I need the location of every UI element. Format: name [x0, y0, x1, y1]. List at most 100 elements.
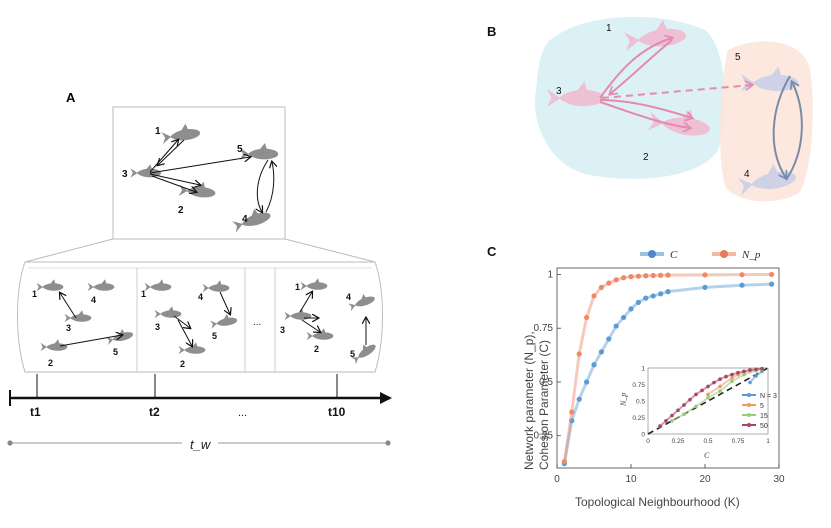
inset-series-3-point-7 [700, 388, 704, 393]
legend-c-text: C [670, 249, 678, 261]
legend-np-text: N_p [741, 249, 761, 261]
inset-diagonal [647, 367, 769, 435]
ylabel-line1: Network parameter (N_p), [522, 331, 536, 470]
panel-b-blue-edges [772, 75, 803, 181]
series-1-point-14 [665, 272, 671, 278]
series-0-point-8 [621, 314, 627, 321]
series-1-point-11 [643, 273, 649, 279]
series-1-point-8 [621, 275, 627, 281]
inset-y-tick-3: 0.75 [632, 382, 645, 389]
series-1-point-5 [598, 284, 605, 290]
frame10-label-4: 4 [346, 292, 351, 302]
top-network-edges [149, 140, 274, 212]
series-1-point-9 [628, 274, 634, 280]
inset-legend-n15-dot [747, 413, 751, 417]
top-fish-label-5: 5 [237, 144, 243, 155]
frame1-label-4: 4 [91, 295, 96, 305]
top-fish-label-4: 4 [242, 214, 248, 225]
panel-a-label: A [66, 90, 76, 105]
inset-x-tick-3: 0.75 [732, 438, 745, 445]
inset-series-3-point-5 [688, 397, 692, 402]
frame10-label-2: 2 [314, 344, 319, 354]
series-0-point-9 [628, 306, 634, 312]
inset-y-tick-1: 0.25 [632, 415, 645, 422]
inset-series-3-point-12 [730, 372, 734, 377]
inset-x-tick-2: 0.5 [703, 438, 712, 445]
inset-series-1-point-0 [706, 392, 710, 397]
main-ticks: 0 10 20 300.250.50.751 [534, 269, 785, 485]
series-line-1 [562, 272, 772, 462]
frame1-label-3: 3 [66, 323, 71, 333]
inset-xlabel: C [704, 451, 710, 460]
series-line-0 [562, 282, 772, 464]
series-0-point-15 [702, 284, 708, 290]
frame-2-edges [173, 291, 230, 346]
inset-legend-n50-dot [747, 423, 751, 427]
series-0-point-4 [591, 362, 597, 368]
zoom-lines [24, 238, 376, 263]
inset-legend: N = 3 5 15 50 [742, 393, 777, 430]
main-plot-frame [556, 267, 780, 469]
inset-ylabel: N_p [619, 393, 628, 407]
b-label-4: 4 [744, 169, 750, 180]
timeline-label-t2: t2 [149, 405, 160, 419]
inset-series-3-point-1 [664, 419, 668, 423]
window-end-dot [385, 440, 391, 446]
timeline-label-t10: t10 [328, 405, 346, 419]
series-1-point-15 [702, 272, 708, 278]
series-0-point-7 [613, 323, 619, 329]
frame2-label-4: 4 [198, 292, 203, 302]
series-0-point-14 [665, 289, 671, 295]
frame2-label-1: 1 [141, 289, 146, 299]
inset-series-3-point-15 [748, 368, 752, 372]
xlabel: Topological Neighbourhood (K) [575, 495, 740, 509]
window-label-bg [182, 433, 218, 453]
series-0-point-17 [769, 281, 775, 287]
inset-series-3-point-9 [712, 380, 716, 385]
series-0-point-3 [584, 379, 590, 385]
y-tick-label-3: 1 [547, 269, 553, 280]
frame-10-edges [299, 292, 366, 345]
top-fish-label-1: 1 [155, 126, 161, 137]
b-label-1: 1 [606, 23, 612, 34]
inset-legend-n3-dot [747, 393, 751, 397]
inset-legend-n50: 50 [760, 423, 768, 430]
frame1-label-2: 2 [48, 358, 53, 368]
inset-series-3-point-0 [658, 424, 662, 428]
series-1-point-7 [613, 277, 619, 283]
inset-y-tick-2: 0.5 [636, 399, 645, 406]
x-tick-label-1: 10 [625, 474, 637, 485]
inset-series-2-point-6 [742, 372, 746, 377]
frame10-label-5: 5 [350, 349, 355, 359]
series-0-point-1 [569, 418, 575, 424]
inset-series-3-point-16 [754, 367, 758, 372]
inset-y-tick-4: 1 [641, 366, 645, 373]
legend-np-marker [720, 250, 728, 258]
window-start-dot [7, 440, 13, 446]
inset-series-3-point-4 [682, 403, 686, 407]
b-label-2: 2 [643, 152, 649, 163]
series-0-point-16 [739, 282, 745, 288]
inset-y-tick-0: 0 [641, 432, 645, 439]
window-label: t_w [190, 437, 212, 452]
inset-series-2-point-2 [694, 404, 698, 409]
b-label-3: 3 [556, 86, 562, 97]
ylabel-line2: Cohesion Parameter (C) [537, 340, 551, 470]
legend-c-marker [648, 250, 656, 258]
inset-series-3-point-6 [694, 392, 698, 397]
panel-b-label: B [487, 24, 496, 39]
main-series [561, 271, 775, 467]
inset-series-2-point-0 [670, 419, 674, 423]
inset-x-tick-4: 1 [766, 438, 770, 445]
y-tick-label-0: 0.25 [534, 431, 554, 442]
series-0-point-12 [650, 293, 656, 299]
inset-legend-n15: 15 [760, 413, 768, 420]
frame2-label-5: 5 [212, 331, 217, 341]
inset-series-3-point-8 [706, 384, 710, 389]
inset-x-tick-1: 0.25 [672, 438, 685, 445]
inset-legend-n3: N = 3 [760, 393, 777, 400]
main-legend: C N_p [640, 249, 761, 261]
frame1-label-5: 5 [113, 347, 118, 357]
inset-series-3-point-13 [736, 370, 740, 375]
